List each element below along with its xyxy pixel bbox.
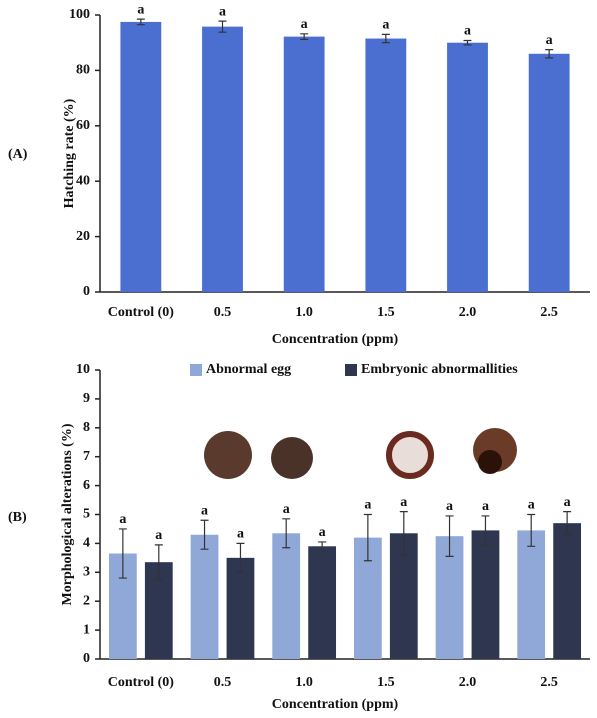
y-axis-label: Morphological alterations (%) bbox=[60, 423, 75, 605]
x-tick-label: 1.5 bbox=[377, 305, 395, 320]
bar bbox=[284, 37, 325, 292]
bar bbox=[447, 43, 488, 292]
significance-label: a bbox=[482, 499, 489, 514]
significance-label: a bbox=[301, 17, 308, 32]
legend-swatch bbox=[190, 364, 202, 376]
bar bbox=[553, 523, 581, 659]
bar bbox=[308, 546, 336, 659]
x-tick-label: 2.5 bbox=[540, 305, 558, 320]
significance-label: a bbox=[528, 498, 535, 513]
y-tick-label: 9 bbox=[83, 391, 90, 406]
x-tick-label: 1.0 bbox=[295, 305, 313, 320]
y-tick-label: 4 bbox=[83, 536, 90, 551]
bar bbox=[529, 54, 570, 292]
y-tick-label: 100 bbox=[69, 7, 90, 22]
legend-swatch bbox=[345, 364, 357, 376]
legend-label: Embryonic abnormallities bbox=[361, 362, 518, 377]
legend-label: Abnormal egg bbox=[206, 362, 291, 377]
bar bbox=[202, 27, 243, 292]
y-tick-label: 20 bbox=[76, 229, 90, 244]
y-tick-label: 40 bbox=[76, 173, 90, 188]
y-tick-label: 6 bbox=[83, 478, 90, 493]
x-axis-label: Concentration (ppm) bbox=[272, 332, 399, 347]
x-tick-label: Control (0) bbox=[108, 675, 175, 690]
panel-label: (A) bbox=[8, 147, 28, 162]
x-tick-label: 2.0 bbox=[459, 675, 477, 690]
x-tick-label: 0.5 bbox=[214, 675, 232, 690]
y-tick-label: 3 bbox=[83, 565, 90, 580]
bar bbox=[365, 39, 406, 292]
significance-label: a bbox=[564, 495, 571, 510]
bar bbox=[472, 530, 500, 659]
significance-label: a bbox=[546, 33, 553, 48]
x-tick-label: 2.5 bbox=[540, 675, 558, 690]
significance-label: a bbox=[382, 18, 389, 33]
x-tick-label: 1.0 bbox=[295, 675, 313, 690]
y-axis-label: Hatching rate (%) bbox=[62, 98, 77, 208]
significance-label: a bbox=[201, 503, 208, 518]
significance-label: a bbox=[137, 2, 144, 17]
significance-label: a bbox=[446, 499, 453, 514]
x-tick-label: 0.5 bbox=[214, 305, 232, 320]
y-tick-label: 80 bbox=[76, 63, 90, 78]
y-tick-label: 0 bbox=[83, 284, 90, 299]
y-tick-label: 10 bbox=[76, 362, 90, 377]
bar bbox=[517, 530, 545, 659]
y-tick-label: 2 bbox=[83, 593, 90, 608]
y-tick-label: 0 bbox=[83, 651, 90, 666]
y-tick-label: 7 bbox=[83, 449, 90, 464]
significance-label: a bbox=[155, 528, 162, 543]
significance-label: a bbox=[219, 4, 226, 19]
x-axis-label: Concentration (ppm) bbox=[272, 697, 399, 712]
bar bbox=[120, 22, 161, 292]
figure: (A) Hatching rate (%) Concentration (ppm) 0… bbox=[0, 0, 597, 718]
y-tick-label: 1 bbox=[83, 622, 90, 637]
significance-label: a bbox=[319, 525, 326, 540]
y-tick-label: 8 bbox=[83, 420, 90, 435]
x-tick-label: 2.0 bbox=[459, 305, 477, 320]
bar bbox=[227, 558, 255, 659]
x-tick-label: 1.5 bbox=[377, 675, 395, 690]
significance-label: a bbox=[400, 495, 407, 510]
y-tick-label: 5 bbox=[83, 507, 90, 522]
egg-images bbox=[204, 428, 517, 479]
bar bbox=[191, 535, 219, 659]
significance-label: a bbox=[237, 527, 244, 542]
x-tick-label: Control (0) bbox=[108, 305, 175, 320]
significance-label: a bbox=[464, 24, 471, 39]
bar bbox=[272, 533, 300, 659]
y-tick-label: 60 bbox=[76, 118, 90, 133]
significance-label: a bbox=[364, 498, 371, 513]
panel-label: (B) bbox=[8, 510, 27, 525]
significance-label: a bbox=[283, 502, 290, 517]
significance-label: a bbox=[119, 512, 126, 527]
